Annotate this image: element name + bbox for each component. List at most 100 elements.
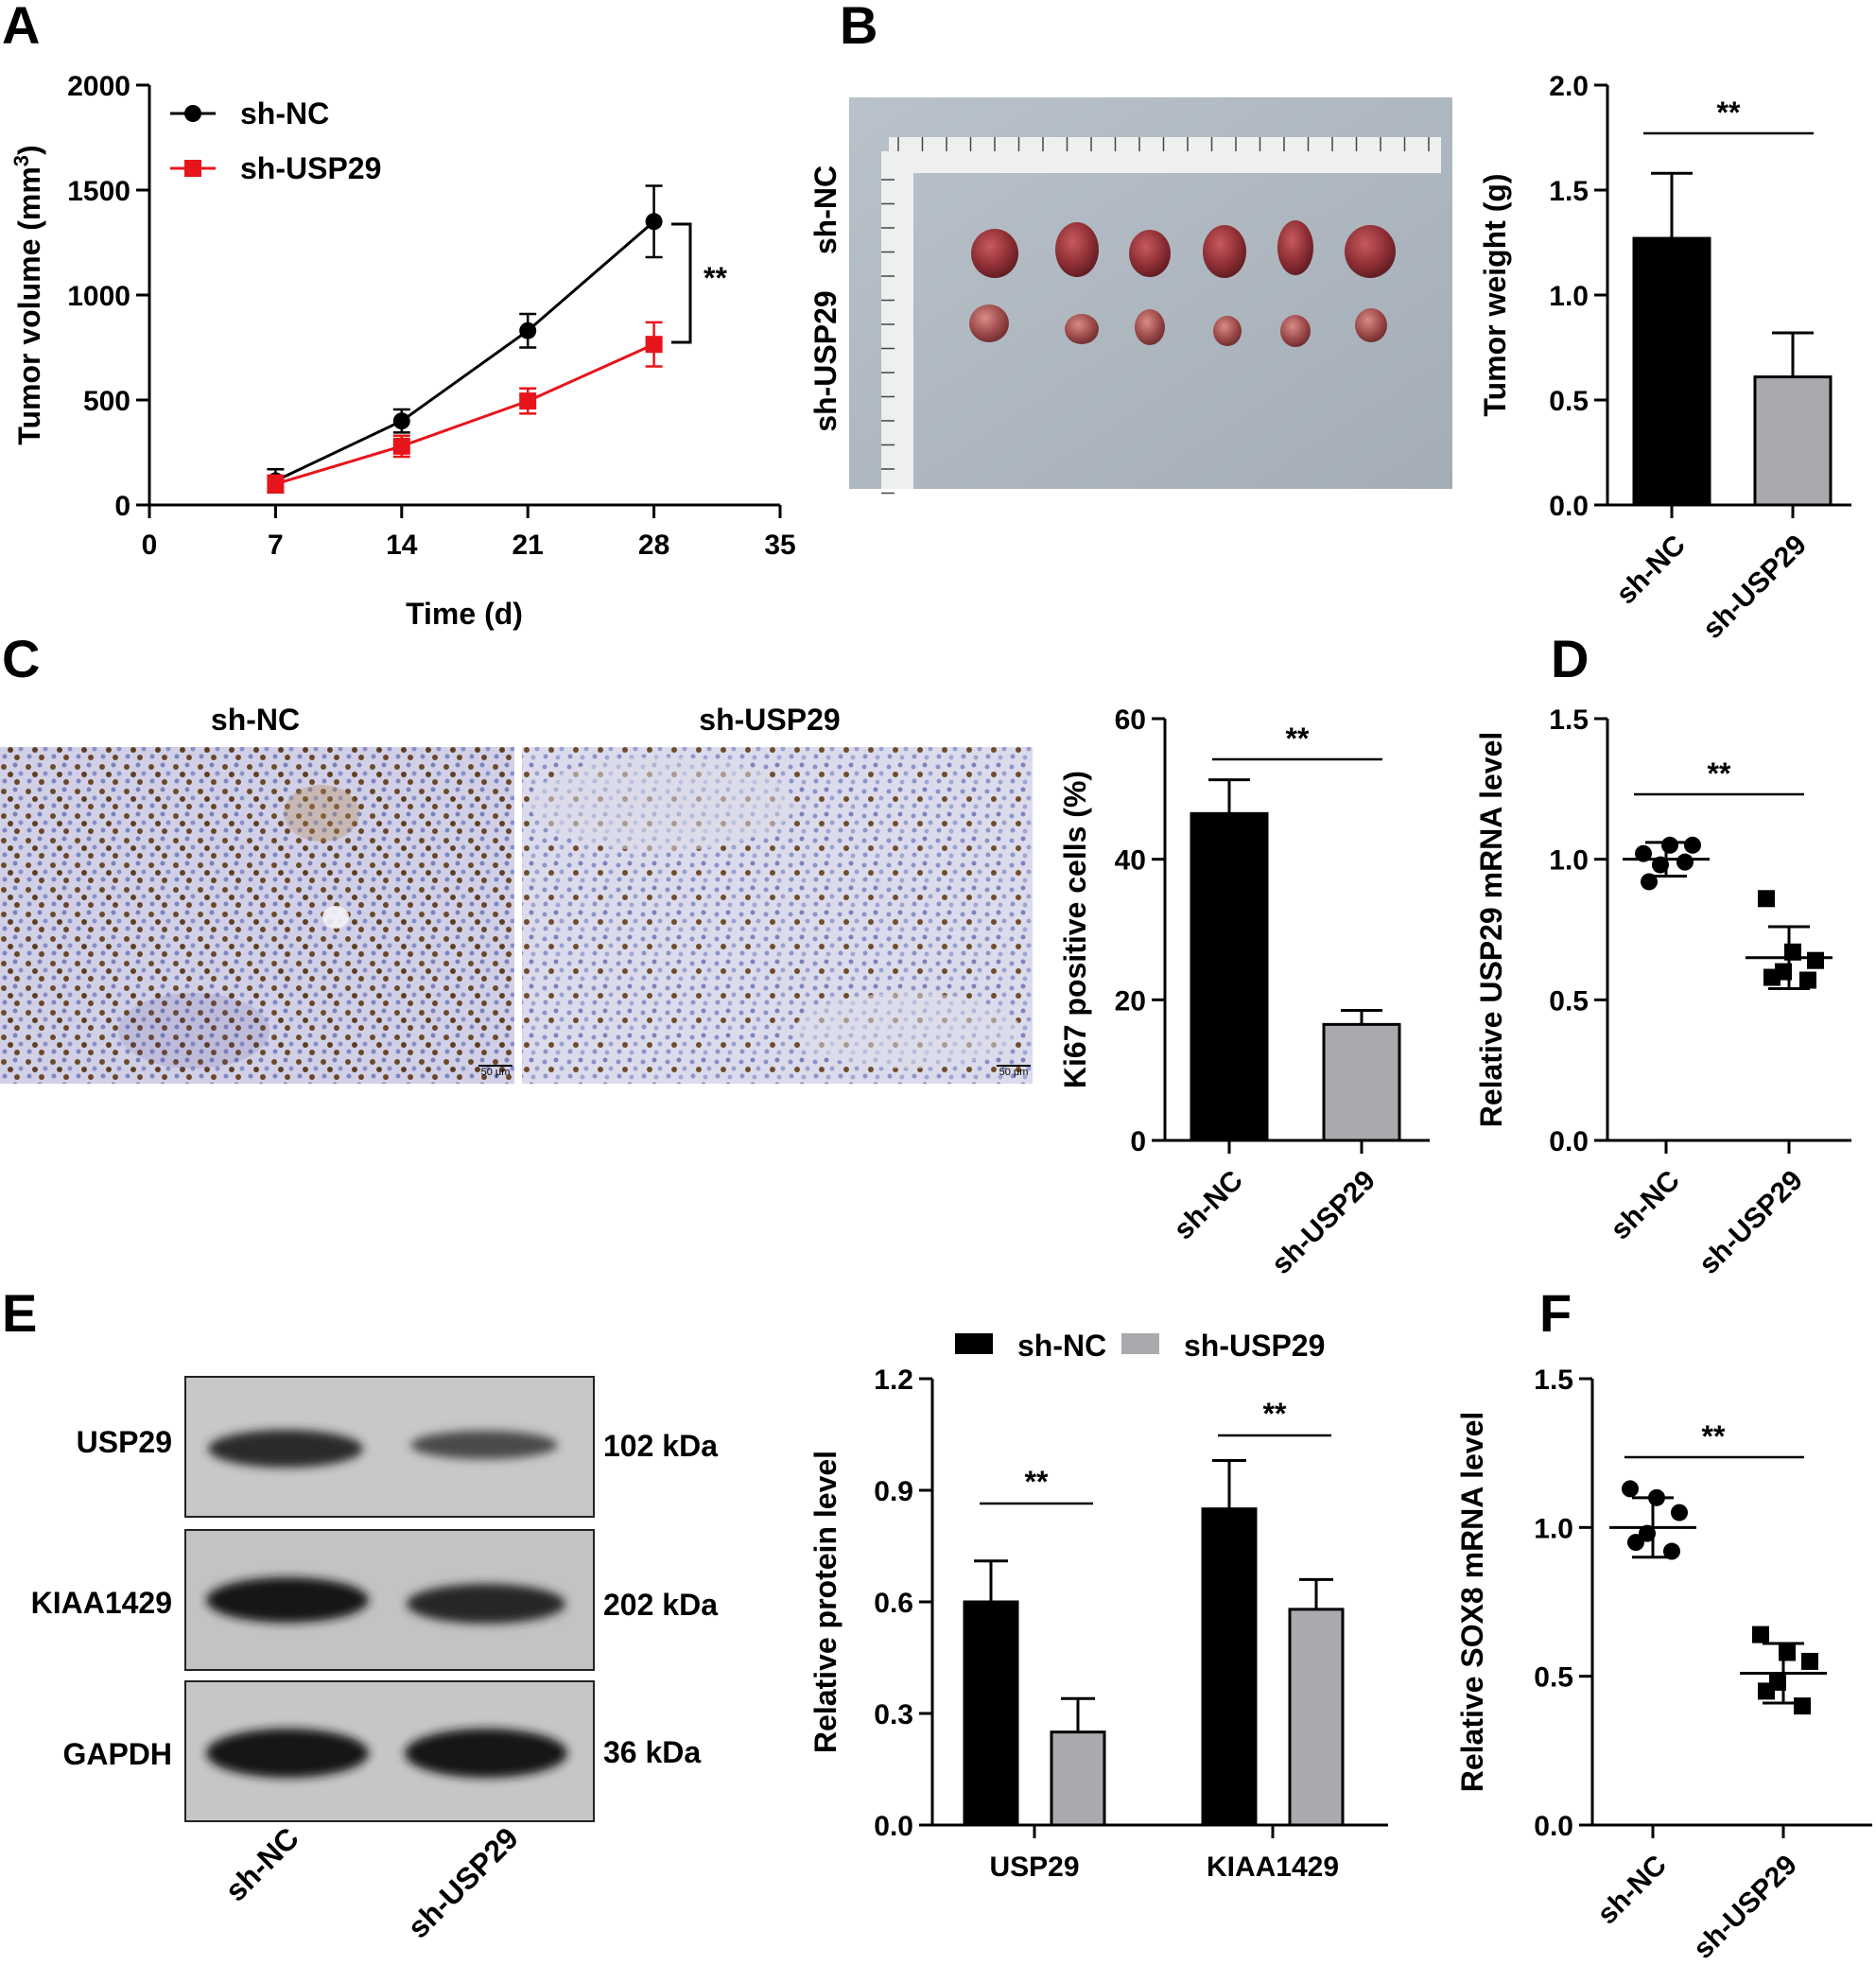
chart-a-x-tick-label-5: 35 [764,530,795,561]
ihc-image-sh-nc: 50 μm [0,747,514,1084]
chart-f-sox8-mrna: 0.0 0.5 1.0 1.5 sh-NC sh-USP29 Relative SOX8… [1455,1365,1872,1965]
panel-label-e: E [2,1283,37,1343]
chart-d-x-tick-label-0: sh-NC [1605,1165,1686,1246]
wb-size-usp29: 102 kDa [603,1429,718,1463]
chart-d-y-tick-label-1: 0.5 [1549,985,1589,1017]
legend-a-label-sh-nc: sh-NC [240,96,329,130]
chart-f-y-tick-label-0: 0.0 [1534,1811,1573,1842]
chart-c-y-tick-label-1: 20 [1115,985,1146,1017]
chart-a-y-tick-label-2: 1000 [67,281,130,312]
chart-c-y-label: Ki67 positive cells (%) [1058,771,1092,1088]
chart-b-bar-0 [1632,236,1711,507]
chart-b-y-tick-label-3: 1.5 [1549,176,1589,207]
chart-b-significance-label: ** [1717,96,1741,130]
chart-f-point-0-5 [1663,1542,1680,1560]
chart-b-tumor-weight: 0.0 0.5 1.0 1.5 2.0 sh-NC sh-USP29 Tumor weig… [1478,71,1851,645]
chart-a-point-1-3 [645,336,663,354]
legend-e-swatch-sh-nc [955,1333,993,1354]
chart-c-y-tick-label-3: 60 [1115,704,1146,736]
chart-a-point-0-1 [392,412,410,430]
chart-d-point-0-2 [1684,836,1701,854]
chart-a-y-tick-label-0: 0 [114,491,130,522]
chart-a-x-tick-label-2: 14 [386,530,418,561]
chart-d-point-1-0 [1758,890,1775,908]
chart-e-significance-label-kiaa1429: ** [1263,1397,1287,1431]
wb-protein-kiaa1429: KIAA1429 [31,1586,172,1620]
chart-b-bar-1 [1753,375,1833,507]
chart-d-y-tick-label-2: 1.0 [1549,845,1589,877]
wb-protein-gapdh: GAPDH [62,1737,172,1771]
chart-e-bar-1-1 [1288,1608,1345,1827]
chart-f-significance-label: ** [1702,1419,1726,1453]
chart-f-point-1-4 [1758,1682,1775,1700]
chart-a-x-label: Time (d) [406,597,523,631]
scale-bar-label-sh-usp29: 50 μm [999,1067,1029,1078]
chart-d-point-1-2 [1807,951,1824,969]
chart-a-significance-label: ** [704,261,727,295]
chart-f-point-1-0 [1752,1626,1769,1643]
chart-e-protein-level: 0.0 0.3 0.6 0.9 1.2 USP29 KIAA1429 Relative p… [808,1329,1388,1883]
chart-f-y-tick-label-1: 0.5 [1534,1662,1573,1694]
chart-b-y-tick-label-1: 0.5 [1549,386,1589,417]
chart-e-y-tick-label-3: 0.9 [874,1476,913,1507]
chart-a-y-label: Tumor volume (mm3) [9,145,46,444]
chart-b-y-tick-label-2: 1.0 [1549,281,1589,312]
wb-lane-sh-nc: sh-NC [218,1820,305,1907]
ihc-title-sh-usp29: sh-USP29 [699,703,840,737]
chart-d-point-1-5 [1799,971,1816,989]
chart-d-sd-0 [1645,841,1687,878]
chart-d-point-0-1 [1661,836,1678,854]
chart-c-ki67: 0 20 40 60 sh-NC sh-USP29 Ki67 positive cell… [1058,704,1430,1280]
ihc-image-sh-usp29: 50 μm [522,747,1033,1084]
chart-a-point-0-3 [645,213,663,231]
chart-f-y-label: Relative SOX8 mRNA level [1455,1412,1489,1793]
chart-b-y-label: Tumor weight (g) [1478,173,1512,416]
chart-d-point-0-5 [1676,853,1694,871]
chart-e-bar-0-1 [1201,1507,1258,1827]
panel-label-a: A [2,0,40,55]
panel-label-f: F [1539,1283,1572,1343]
chart-d-significance-label: ** [1708,756,1731,791]
chart-a-x-tick-label-0: 0 [142,530,158,561]
chart-e-y-tick-label-4: 1.2 [874,1365,913,1396]
chart-c-y-tick-label-0: 0 [1130,1126,1146,1157]
chart-e-y-tick-label-0: 0.0 [874,1811,913,1842]
chart-f-sd-0 [1632,1496,1674,1559]
photo-label-sh-usp29: sh-USP29 [808,290,842,431]
chart-b-y-tick-label-4: 2.0 [1549,71,1589,102]
legend-a-label-sh-usp29: sh-USP29 [240,151,381,185]
chart-f-y-tick-label-3: 1.5 [1534,1365,1573,1396]
chart-a-line-0 [274,220,655,482]
chart-c-x-tick-label-0: sh-NC [1168,1165,1249,1246]
chart-e-bar-1-0 [1050,1730,1106,1827]
scale-bar-label-sh-nc: 50 μm [481,1067,511,1078]
chart-e-y-tick-label-2: 0.6 [874,1588,913,1619]
chart-f-point-0-4 [1627,1534,1644,1552]
chart-c-significance-label: ** [1286,722,1310,756]
chart-f-point-1-2 [1801,1652,1818,1670]
chart-a-significance-bracket [671,222,692,344]
legend-a-marker-sh-usp29 [184,160,201,177]
chart-e-x-tick-label-1: KIAA1429 [1207,1852,1339,1883]
panel-label-b: B [840,0,877,55]
chart-a-x-tick-label-3: 21 [512,530,544,561]
ihc-title-sh-nc: sh-NC [211,703,300,737]
chart-f-x-tick-label-0: sh-NC [1591,1850,1673,1931]
chart-c-bar-0 [1190,811,1269,1142]
wb-size-kiaa1429: 202 kDa [603,1588,718,1622]
chart-d-y-label: Relative USP29 mRNA level [1474,732,1508,1128]
chart-a-x-tick-label-1: 7 [268,530,284,561]
photo-label-sh-nc: sh-NC [808,165,842,254]
chart-c-x-tick-label-1: sh-USP29 [1266,1165,1381,1280]
chart-a-y-tick-label-4: 2000 [67,71,130,102]
chart-f-point-0-0 [1622,1480,1639,1498]
chart-a-point-0-2 [519,322,537,339]
chart-d-x-tick-label-1: sh-USP29 [1694,1165,1809,1280]
chart-d-point-1-4 [1763,968,1780,986]
chart-d-y-tick-label-0: 0.0 [1549,1126,1589,1157]
legend-e-label-sh-usp29: sh-USP29 [1184,1329,1325,1363]
chart-e-y-tick-label-1: 0.3 [874,1699,913,1730]
chart-a-point-1-1 [392,437,410,455]
chart-a-point-1-2 [519,392,537,410]
